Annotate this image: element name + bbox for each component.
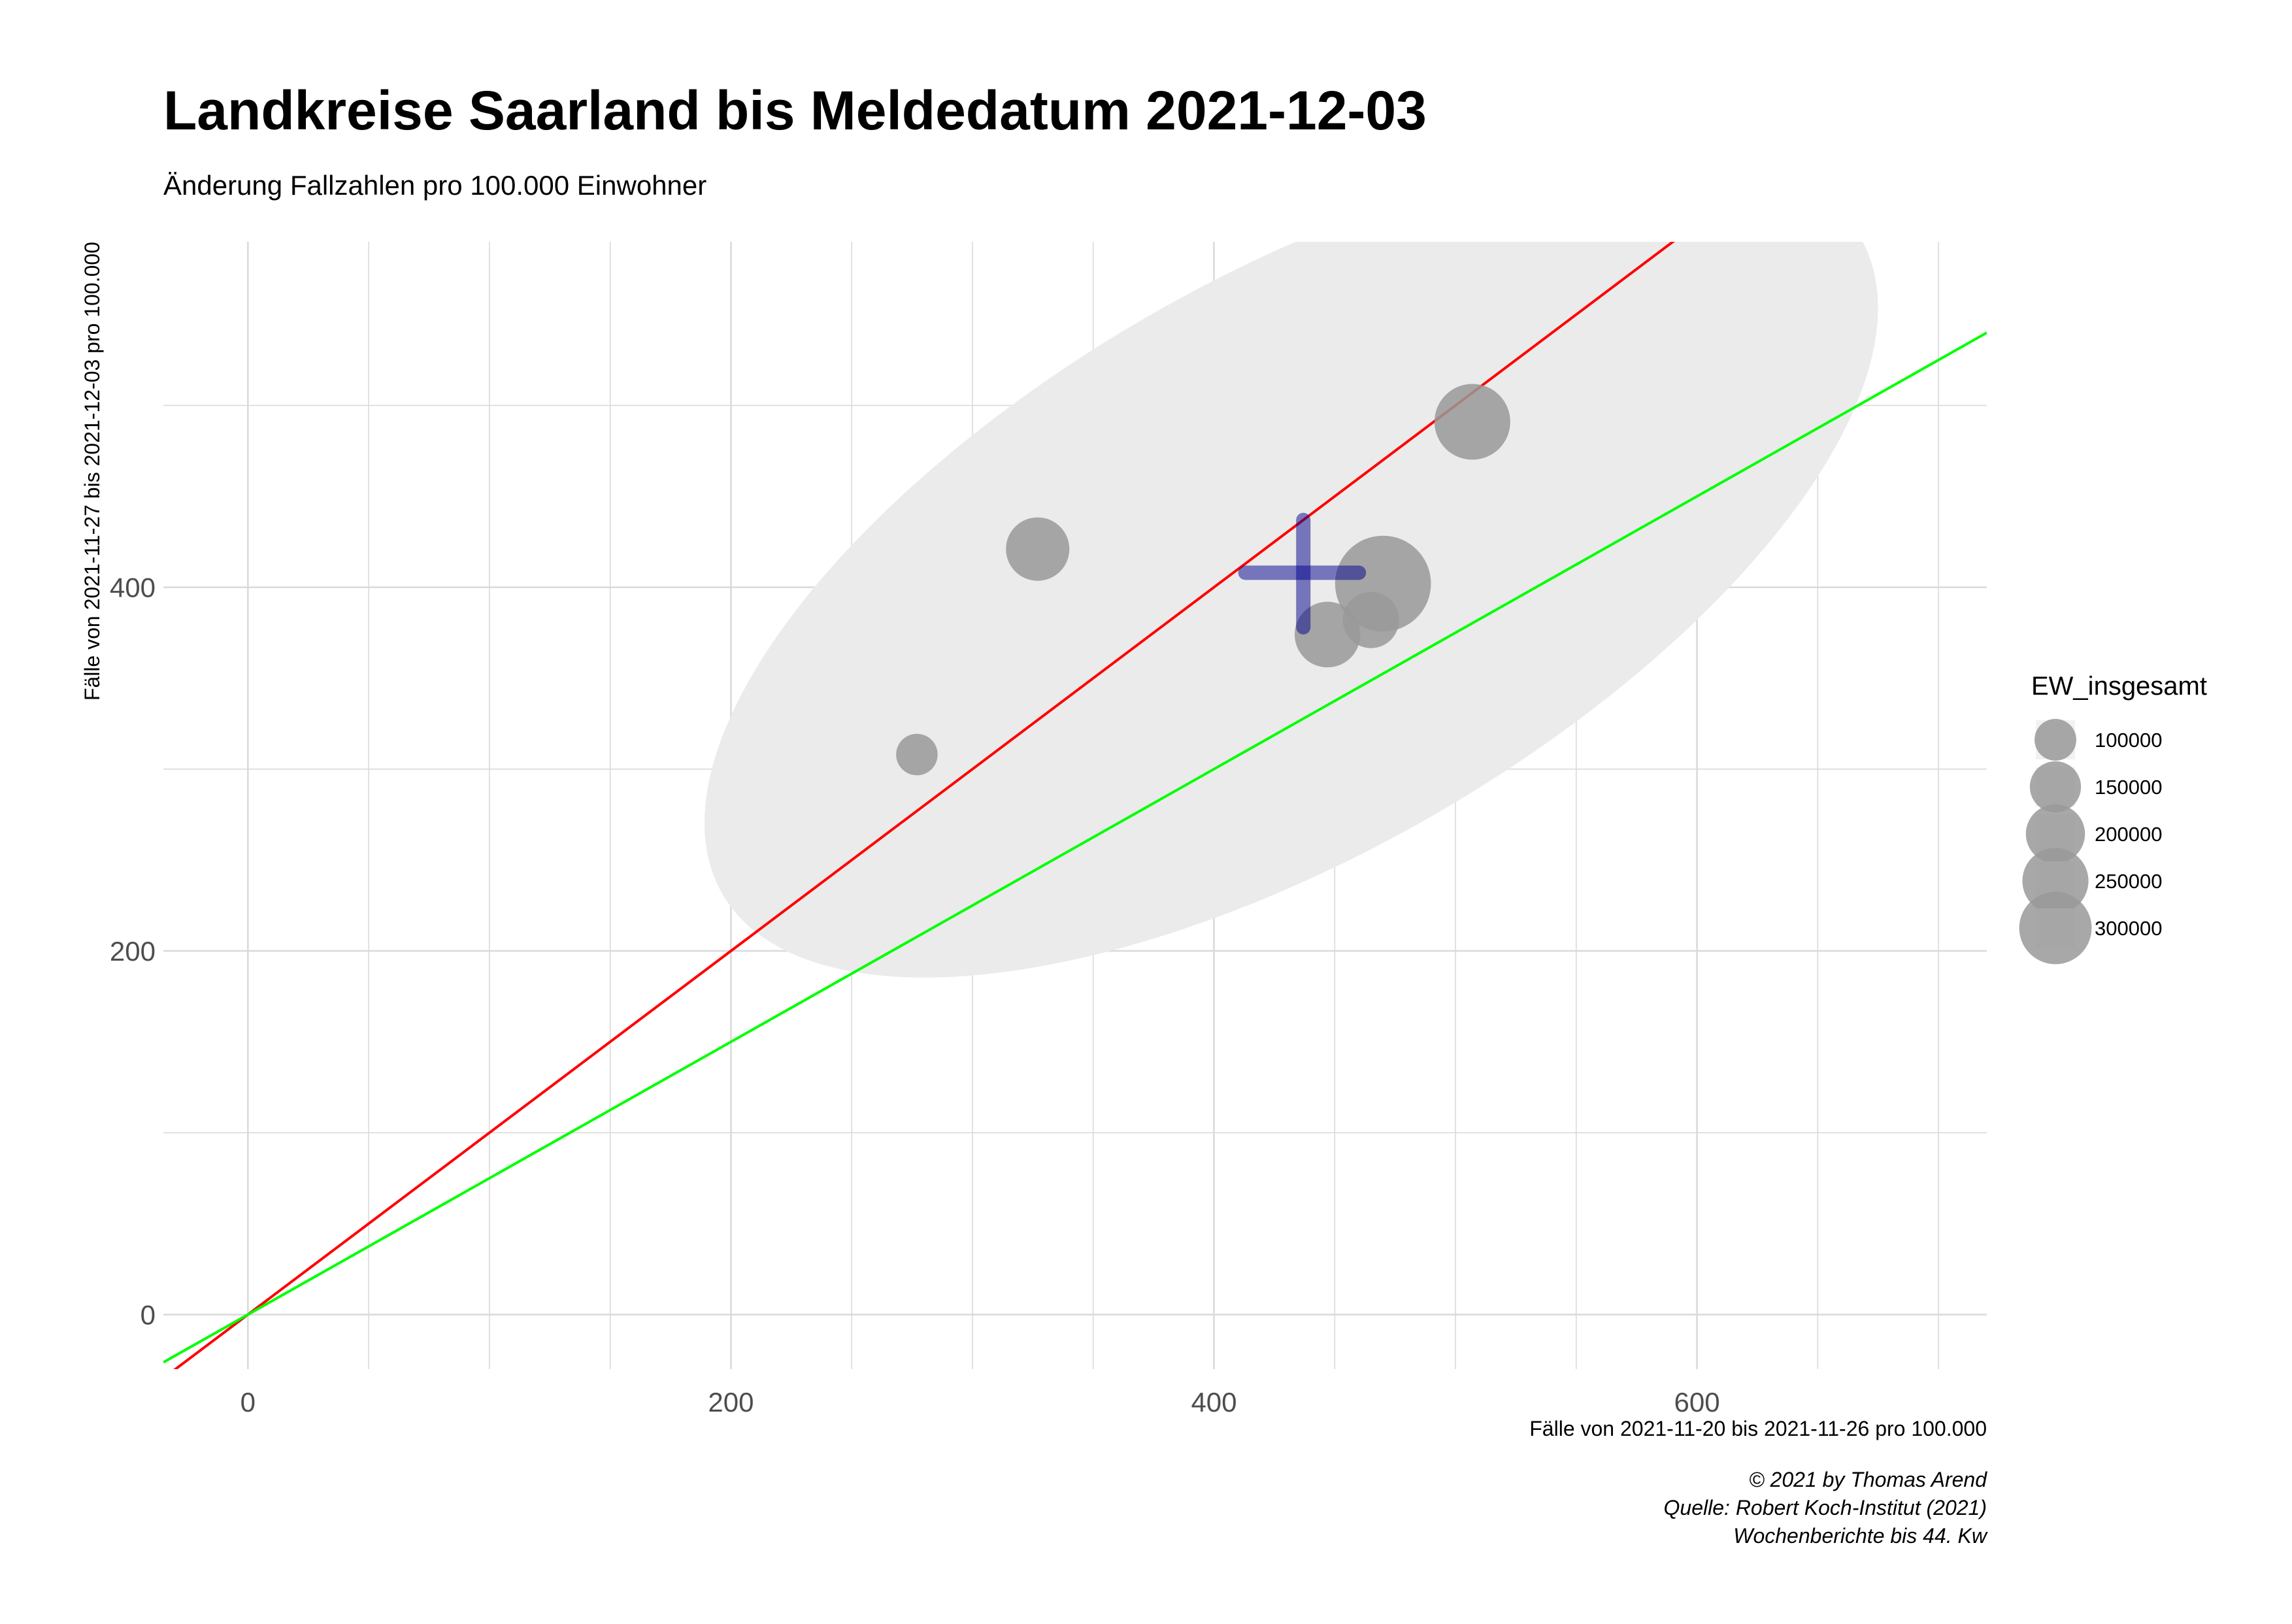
caption-line-3: Wochenberichte bis 44. Kw — [1733, 1524, 1988, 1548]
x-tick-label: 400 — [1191, 1387, 1237, 1417]
legend-label: 200000 — [2095, 823, 2162, 846]
confidence-ellipse — [704, 242, 1878, 978]
legend: EW_insgesamt 100000 150000 200000 250000 300… — [2019, 672, 2207, 965]
legend-key-point — [2019, 891, 2092, 965]
legend-label: 300000 — [2095, 917, 2162, 940]
legend-title: EW_insgesamt — [2031, 672, 2207, 701]
x-tick-label: 200 — [708, 1387, 754, 1417]
caption: © 2021 by Thomas Arend Quelle: Robert Ko… — [1664, 1468, 1988, 1548]
legend-items: 100000 150000 200000 250000 300000 — [2019, 719, 2162, 965]
y-tick-label: 0 — [141, 1300, 156, 1331]
caption-line-2: Quelle: Robert Koch-Institut (2021) — [1664, 1496, 1987, 1519]
legend-label: 250000 — [2095, 870, 2162, 893]
data-point-1 — [896, 733, 938, 776]
y-axis-label: Fälle von 2021-11-27 bis 2021-12-03 pro … — [80, 242, 104, 701]
y-tick-label: 200 — [110, 936, 156, 967]
legend-key-point — [2029, 761, 2082, 813]
caption-line-1: © 2021 by Thomas Arend — [1749, 1468, 1987, 1491]
data-point-2 — [1006, 517, 1070, 581]
reference-line-2 — [163, 331, 1987, 1364]
x-axis-label: Fälle von 2021-11-20 bis 2021-11-26 pro … — [1529, 1417, 1987, 1440]
plot-area: 0 200 400 600 0 200 400 — [110, 242, 1987, 1417]
x-tick-label: 600 — [1674, 1387, 1720, 1417]
data-point-6 — [1434, 384, 1510, 460]
plot-clipped-layer — [163, 242, 1987, 1369]
data-point-5 — [1335, 535, 1431, 632]
legend-label: 150000 — [2095, 776, 2162, 799]
y-tick-label: 400 — [110, 572, 156, 603]
chart-subtitle: Änderung Fallzahlen pro 100.000 Einwohne… — [163, 170, 706, 201]
legend-label: 100000 — [2095, 729, 2162, 752]
legend-key-point — [2035, 719, 2076, 761]
reference-line-1 — [173, 242, 1675, 1369]
legend-key-point — [2025, 804, 2085, 864]
x-tick-label: 0 — [241, 1387, 256, 1417]
chart-title: Landkreise Saarland bis Meldedatum 2021-… — [163, 80, 1427, 141]
